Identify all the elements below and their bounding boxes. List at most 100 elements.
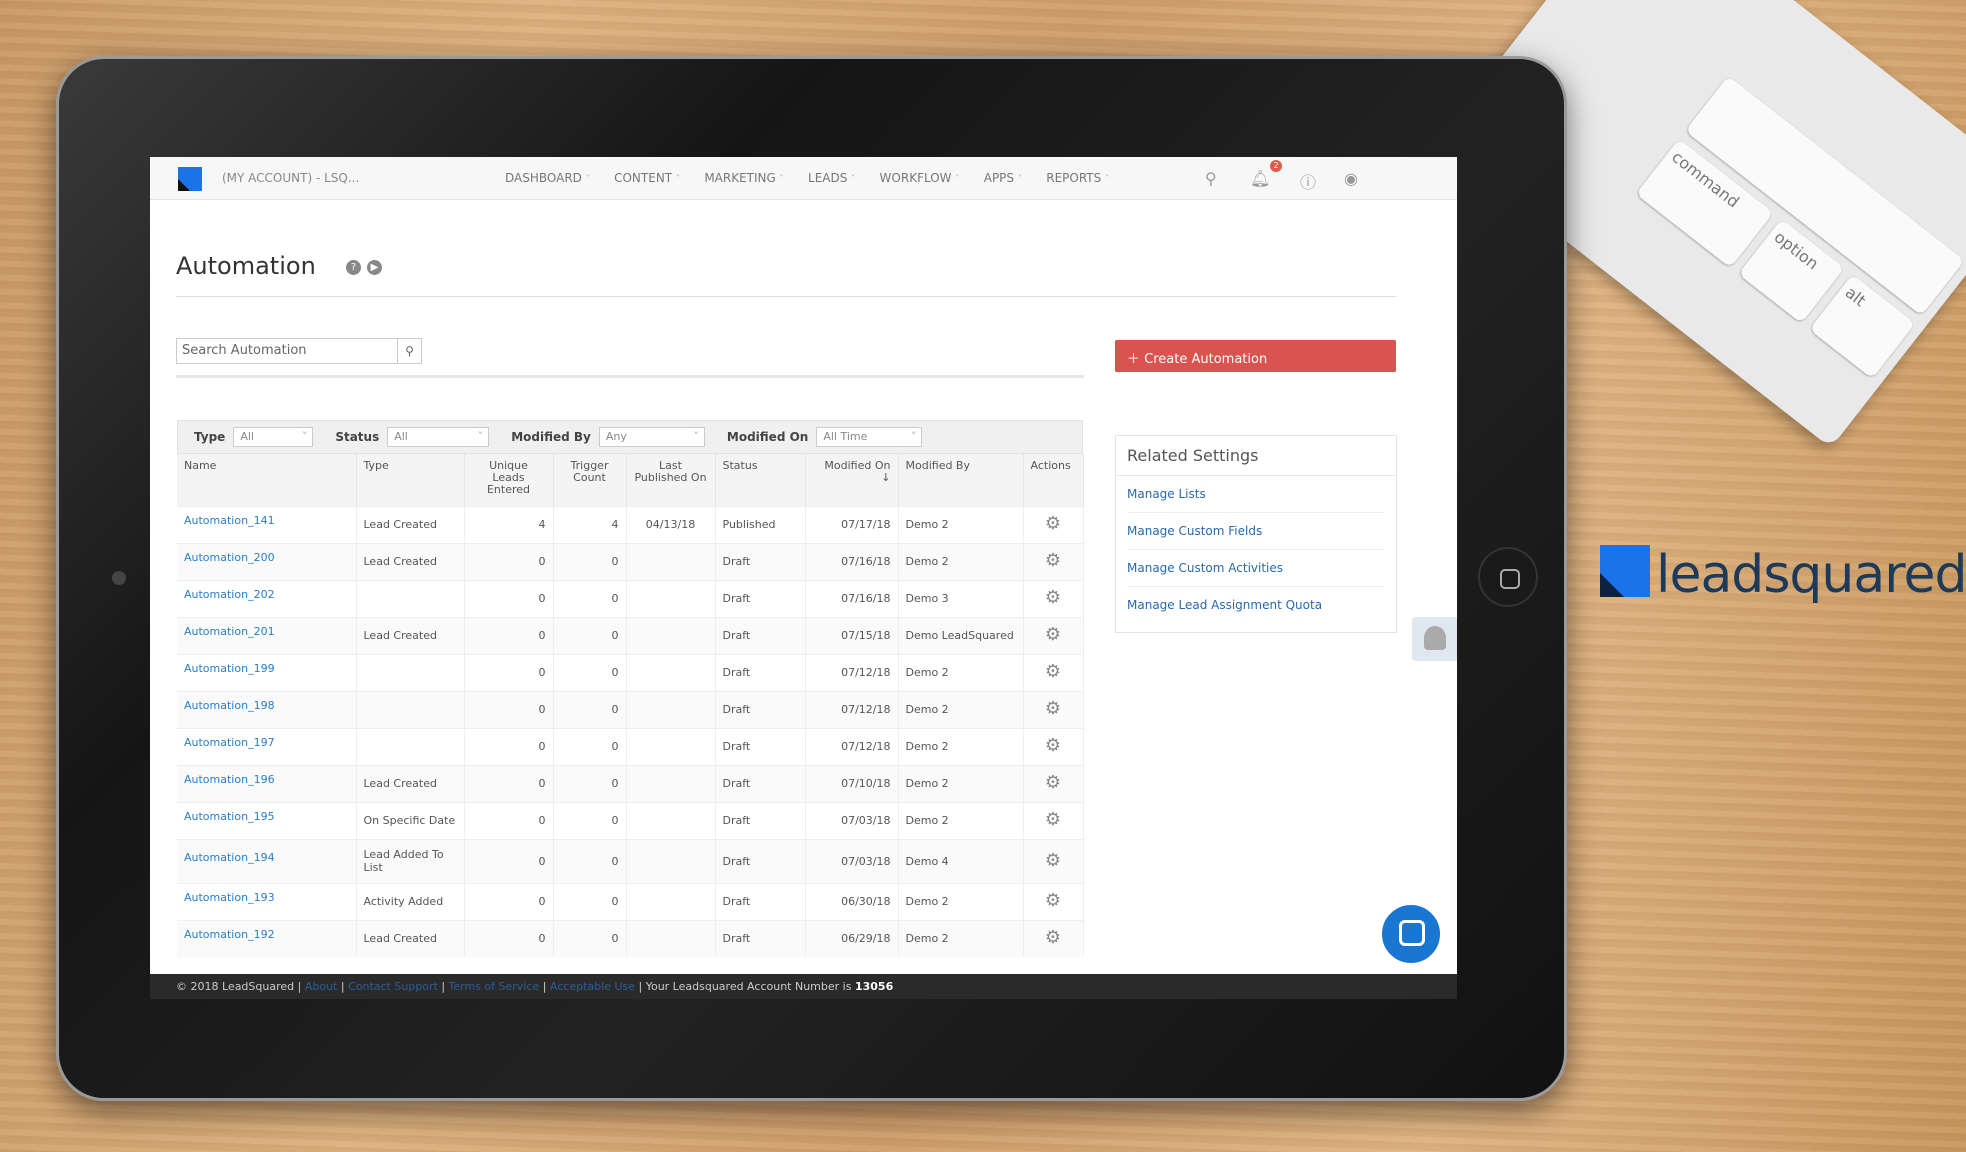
gear-icon[interactable]: ⚙ [1044, 772, 1062, 793]
table-cell [626, 919, 716, 957]
terms-link[interactable]: Terms of Service [448, 980, 540, 993]
automation-name-link[interactable]: Automation_192 [184, 928, 275, 942]
automation-name-link[interactable]: Automation_200 [184, 551, 275, 564]
table-row: Automation_194 Lead Added To List 0 0 Draft 0… [177, 838, 1084, 883]
table-row: Automation_193 Activity Added 0 0 Draft 06/30… [177, 882, 1084, 920]
gear-icon[interactable]: ⚙ [1044, 661, 1062, 682]
column-header[interactable]: Modified By [898, 454, 1024, 506]
table-cell: Draft [715, 764, 806, 802]
column-header[interactable]: Modified On ↓ [805, 454, 899, 506]
agent-avatar-widget[interactable] [1412, 617, 1457, 661]
account-selector[interactable]: (MY ACCOUNT) - LSQ... [222, 171, 360, 185]
table-cell [626, 542, 716, 580]
table-cell: 0 [553, 882, 627, 920]
search-icon[interactable]: ⚲ [1205, 169, 1217, 188]
column-header[interactable]: Name [177, 454, 357, 506]
help-icon[interactable]: ? [346, 260, 361, 275]
automation-name-link[interactable]: Automation_197 [184, 736, 275, 749]
column-header[interactable]: Trigger Count [553, 454, 627, 506]
actions-cell: ⚙ [1023, 801, 1084, 839]
table-cell: 0 [464, 653, 554, 691]
table-row: Automation_198 0 0 Draft 07/12/18 Demo 2 ⚙ [177, 690, 1084, 728]
modified-on-filter[interactable]: All Time [816, 427, 923, 447]
gear-icon[interactable]: ⚙ [1044, 849, 1062, 871]
column-header[interactable]: Last Published On [626, 454, 716, 506]
create-automation-button[interactable]: ＋ Create Automation [1115, 340, 1396, 372]
nav-content[interactable]: CONTENT [614, 171, 680, 185]
column-header[interactable]: Actions [1023, 454, 1084, 506]
search-icon[interactable]: ⚲ [397, 339, 421, 363]
automation-name-link[interactable]: Automation_199 [184, 662, 275, 675]
chat-button[interactable] [1379, 902, 1443, 966]
manage-lead-assignment-quota-link[interactable]: Manage Lead Assignment Quota [1127, 598, 1323, 612]
gear-icon[interactable]: ⚙ [1044, 809, 1062, 830]
name-cell: Automation_200 [177, 542, 357, 580]
table-cell: Demo 3 [898, 579, 1024, 617]
nav-leads[interactable]: LEADS [808, 171, 856, 185]
modified-by-filter[interactable]: Any [598, 427, 705, 447]
automation-name-link[interactable]: Automation_198 [184, 699, 275, 712]
bell-icon[interactable]: 🔔︎ [1250, 169, 1271, 188]
nav-reports[interactable]: REPORTS [1046, 171, 1109, 185]
manage-custom-fields-link[interactable]: Manage Custom Fields [1127, 513, 1385, 550]
automation-name-link[interactable]: Automation_202 [184, 588, 275, 601]
automation-name-link[interactable]: Automation_141 [184, 514, 275, 527]
table-row: Automation_141 Lead Created 4 4 04/13/18 Publ… [177, 505, 1084, 543]
column-header[interactable]: Type [356, 454, 465, 506]
name-cell: Automation_195 [177, 801, 357, 839]
automation-name-link[interactable]: Automation_201 [184, 625, 275, 638]
status-filter[interactable]: All [387, 427, 490, 447]
actions-cell: ⚙ [1023, 882, 1084, 920]
table-cell: 0 [464, 727, 554, 765]
name-cell: Automation_202 [177, 579, 357, 617]
table-cell: Lead Created [356, 542, 465, 580]
nav-apps[interactable]: APPS [984, 171, 1023, 185]
name-cell: Automation_192 [177, 919, 357, 957]
automation-name-link[interactable]: Automation_196 [184, 773, 275, 786]
related-settings: Related Settings Manage Lists Manage Cus… [1115, 435, 1397, 633]
search-input[interactable]: Search Automation ⚲ [176, 338, 422, 364]
type-filter[interactable]: All [233, 427, 314, 447]
actions-cell: ⚙ [1023, 653, 1084, 691]
gear-icon[interactable]: ⚙ [1044, 624, 1062, 645]
user-icon[interactable]: ◉ [1344, 169, 1358, 188]
manage-lists-link[interactable]: Manage Lists [1127, 476, 1385, 513]
gear-icon[interactable]: ⚙ [1044, 890, 1062, 911]
about-link[interactable]: About [304, 980, 338, 993]
table-row: Automation_196 Lead Created 0 0 Draft 07/10/1… [177, 764, 1084, 802]
table-cell: 0 [553, 801, 627, 839]
automation-name-link[interactable]: Automation_193 [184, 891, 275, 904]
filter-label: Status [335, 430, 380, 444]
acceptable-use-link[interactable]: Acceptable Use [549, 980, 635, 993]
table-cell: Lead Created [356, 764, 465, 802]
filter-label: Modified By [511, 430, 591, 444]
gear-icon[interactable]: ⚙ [1044, 550, 1062, 571]
column-header[interactable]: Status [715, 454, 806, 506]
nav-marketing[interactable]: MARKETING [704, 171, 784, 185]
home-button[interactable] [1478, 547, 1538, 607]
nav-dashboard[interactable]: DASHBOARD [505, 171, 590, 185]
camera [112, 571, 126, 585]
automation-name-link[interactable]: Automation_195 [184, 810, 275, 823]
table-cell: 0 [464, 919, 554, 957]
contact-support-link[interactable]: Contact Support [348, 980, 438, 993]
manage-custom-activities-link[interactable]: Manage Custom Activities [1127, 550, 1385, 587]
table-cell: Lead Created [356, 505, 465, 543]
table-row: Automation_202 0 0 Draft 07/16/18 Demo 3 ⚙ [177, 579, 1084, 617]
gear-icon[interactable]: ⚙ [1044, 735, 1062, 756]
table-cell: 0 [553, 838, 627, 883]
table-cell: 0 [553, 727, 627, 765]
table-cell: Draft [715, 919, 806, 957]
column-header[interactable]: Unique Leads Entered [464, 454, 554, 506]
nav-workflow[interactable]: WORKFLOW [880, 171, 960, 185]
gear-icon[interactable]: ⚙ [1044, 513, 1062, 534]
help-icon[interactable]: ⓘ [1300, 173, 1317, 192]
table-cell: 0 [464, 801, 554, 839]
gear-icon[interactable]: ⚙ [1044, 927, 1062, 949]
automation-name-link[interactable]: Automation_194 [184, 850, 275, 864]
play-icon[interactable]: ▶ [367, 260, 382, 275]
table-cell: Demo 2 [898, 882, 1024, 920]
gear-icon[interactable]: ⚙ [1044, 587, 1062, 608]
app-logo[interactable] [178, 167, 202, 191]
gear-icon[interactable]: ⚙ [1044, 698, 1062, 719]
